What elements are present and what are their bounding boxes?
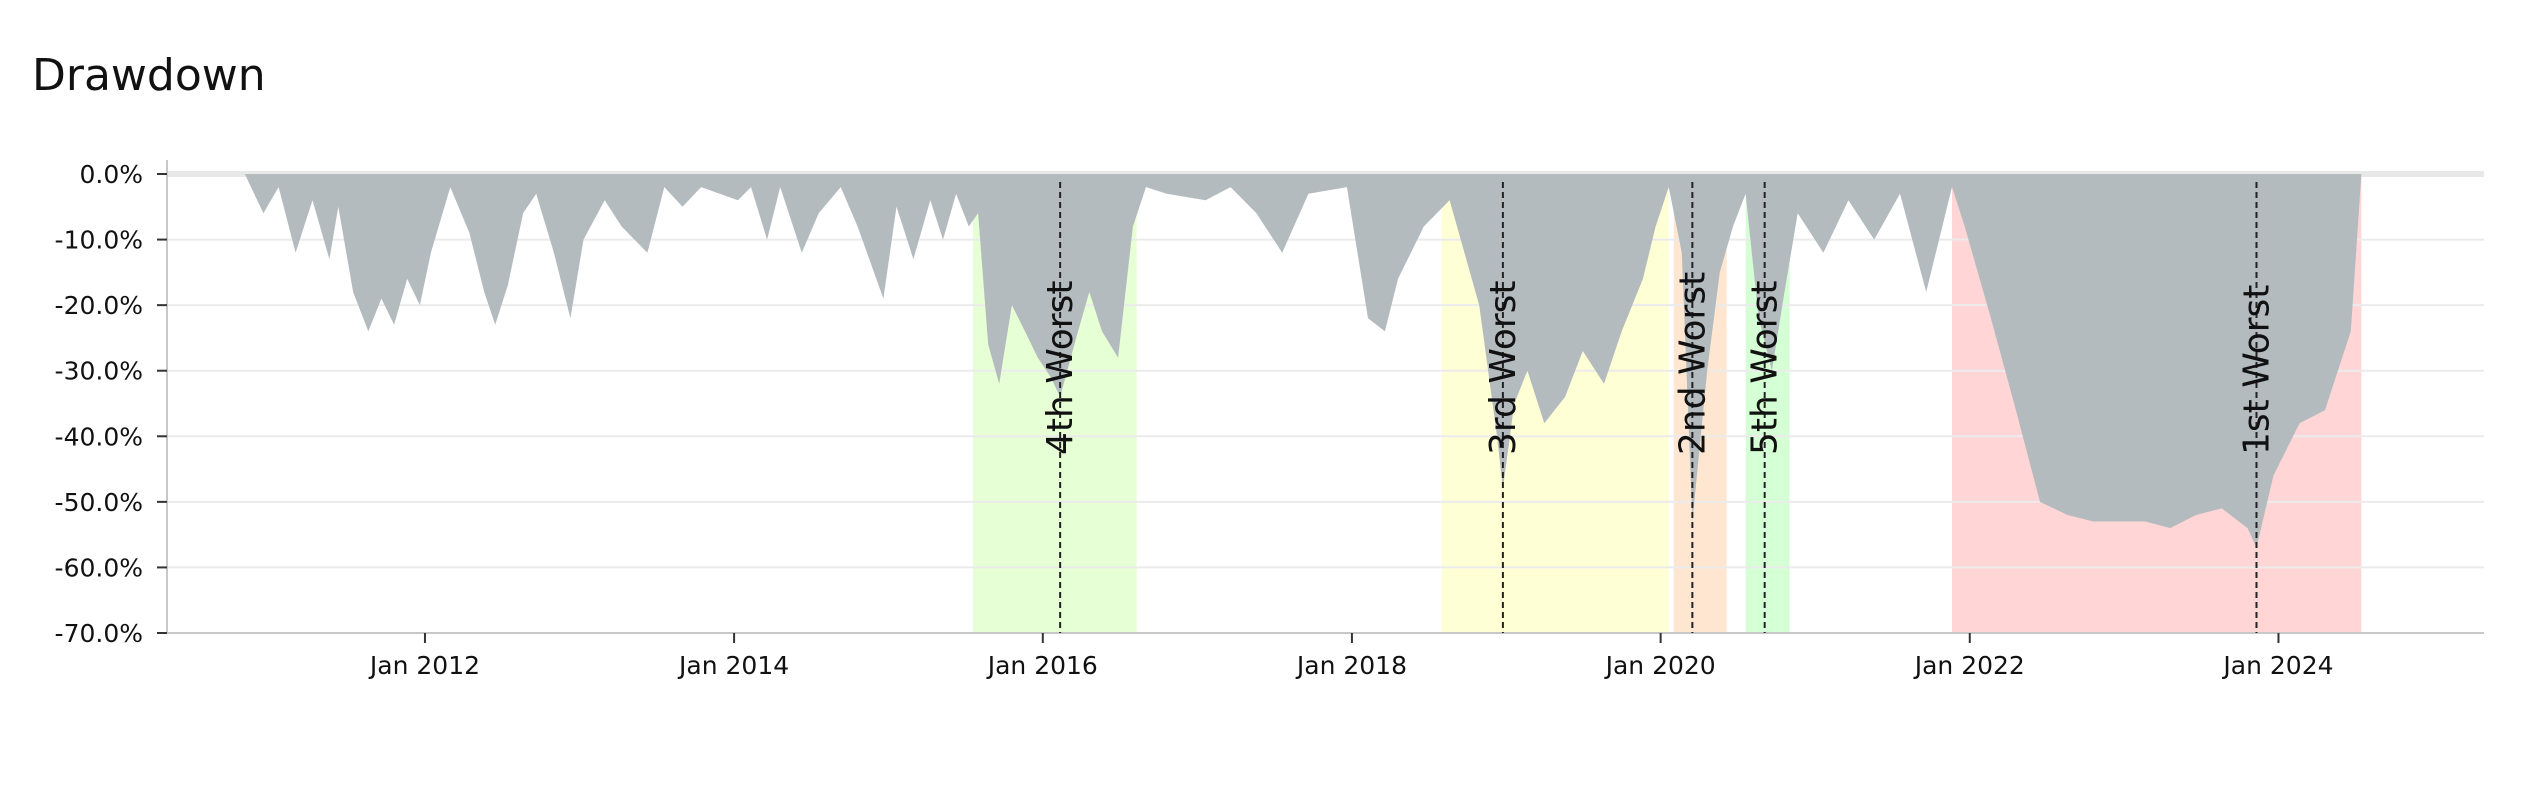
x-tick-label: Jan 2020 <box>1604 651 1716 680</box>
drawdown-annotations: 1st Worst 2nd Worst 3rd Worst 4th Worst 5th … <box>1040 182 2277 633</box>
chart-title: Drawdown <box>32 50 266 101</box>
y-tick-label: -70.0% <box>55 619 143 648</box>
y-tick-label: -50.0% <box>55 488 143 517</box>
drawdown-label: 3rd Worst <box>1483 280 1524 455</box>
y-tick-label: -10.0% <box>55 226 143 255</box>
y-tick-label: -60.0% <box>55 553 143 582</box>
y-tick-label: -30.0% <box>55 357 143 386</box>
y-tick-label: -20.0% <box>55 291 143 320</box>
x-tick-label: Jan 2018 <box>1295 651 1407 680</box>
drawdown-label: 2nd Worst <box>1672 272 1713 455</box>
drawdown-area <box>244 174 2362 548</box>
x-tick-label: Jan 2016 <box>986 651 1098 680</box>
drawdown-label: 5th Worst <box>1745 281 1786 455</box>
x-tick-label: Jan 2014 <box>677 651 789 680</box>
x-tick-label: Jan 2024 <box>2221 651 2333 680</box>
x-tick-label: Jan 2012 <box>368 651 480 680</box>
y-tick-label: -40.0% <box>55 422 143 451</box>
drawdown-label: 4th Worst <box>1040 281 1081 455</box>
y-tick-label: 0.0% <box>79 160 143 189</box>
drawdown-label: 1st Worst <box>2236 285 2277 455</box>
x-tick-label: Jan 2022 <box>1913 651 2025 680</box>
axes: 0.0% -10.0% -20.0% -30.0% -40.0% -50.0% -60.0%… <box>55 160 2484 680</box>
drawdown-area-path <box>244 174 2362 548</box>
